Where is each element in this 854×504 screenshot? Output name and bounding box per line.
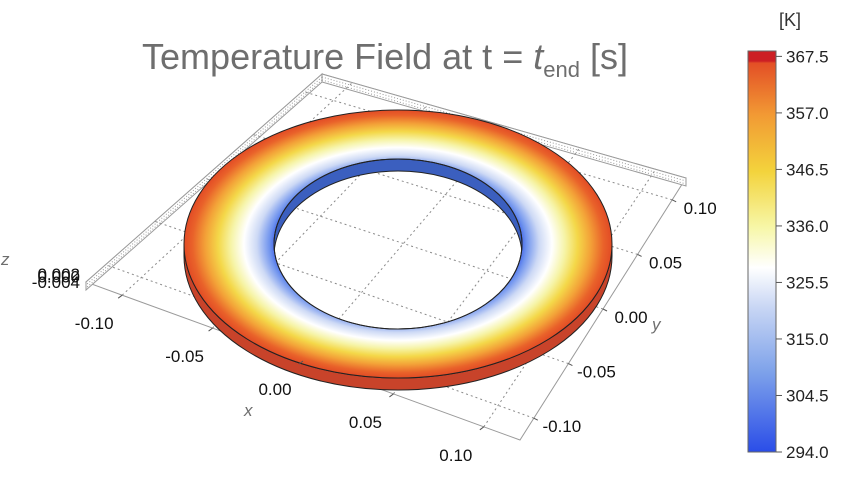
colorbar [747,50,777,453]
grid-line-y-4 [302,90,673,201]
colorbar-tick-label-2: 315.0 [786,330,829,349]
colorbar-tick-label-3: 325.5 [786,273,829,292]
x-axis-label: x [243,401,253,420]
colorbar-tick-label-7: 367.5 [786,47,829,66]
x-tick-mark-4 [479,426,485,431]
y-tick-mark-2 [602,308,608,312]
title-t-subscript: end [543,57,580,82]
y-tick-label-3: 0.05 [649,253,682,272]
x-tick-mark-2 [298,360,304,365]
z-axis-label: z [0,250,10,269]
z-tick-label-1: 0.000 [37,268,80,287]
disk-inner-edge [273,158,523,330]
grid-line-x-4 [483,169,657,428]
x-tick-label-2: 0.00 [258,380,291,399]
z-tick-label-0: 0.002 [37,265,80,284]
colorbar-ticks: 294.0 304.5 315.0 325.5 336.0 346.5 357.0 367.5 [776,47,829,462]
x-tick-label-0: -0.10 [75,314,114,333]
x-tick-label-3: 0.05 [349,413,382,432]
colorbar-tick-label-5: 346.5 [786,160,829,179]
x-tick-label-1: -0.05 [165,347,204,366]
colorbar-tick-label-0: 294.0 [786,443,829,462]
x-tick-mark-3 [389,393,394,398]
y-tick-mark-0 [533,417,539,421]
colorbar-unit: [K] [779,10,801,30]
x-tick-label-4: 0.10 [439,446,472,465]
x-tick-mark-0 [117,294,123,299]
x-tick-mark-1 [208,327,213,332]
y-tick-label-0: -0.10 [542,417,581,436]
colorbar-tick-label-4: 336.0 [786,217,829,236]
title-prefix: Temperature Field at t = [142,36,534,77]
y-tick-label-2: 0.00 [614,308,647,327]
y-tick-mark-4 [671,199,677,203]
x-axis-ticks: -0.10 -0.05 0.00 0.05 0.10 [75,294,485,465]
colorbar-tick-label-6: 357.0 [786,104,829,123]
colorbar-tick-label-1: 304.5 [786,386,829,405]
y-axis-ticks: -0.10 -0.05 0.00 0.05 0.10 [533,199,717,436]
box-left-wall [85,72,323,292]
grid-line-y-0 [105,264,535,419]
y-tick-mark-1 [568,363,573,367]
z-tick-label-2: -0.004 [32,273,80,292]
chart-title: Temperature Field at t = tend [s] [0,36,770,82]
y-tick-mark-3 [637,253,642,257]
y-tick-label-1: -0.05 [577,363,616,382]
y-tick-label-4: 0.10 [684,199,717,218]
y-axis-label: y [651,315,662,334]
title-t-symbol: t [533,36,544,77]
title-suffix: [s] [579,36,628,77]
